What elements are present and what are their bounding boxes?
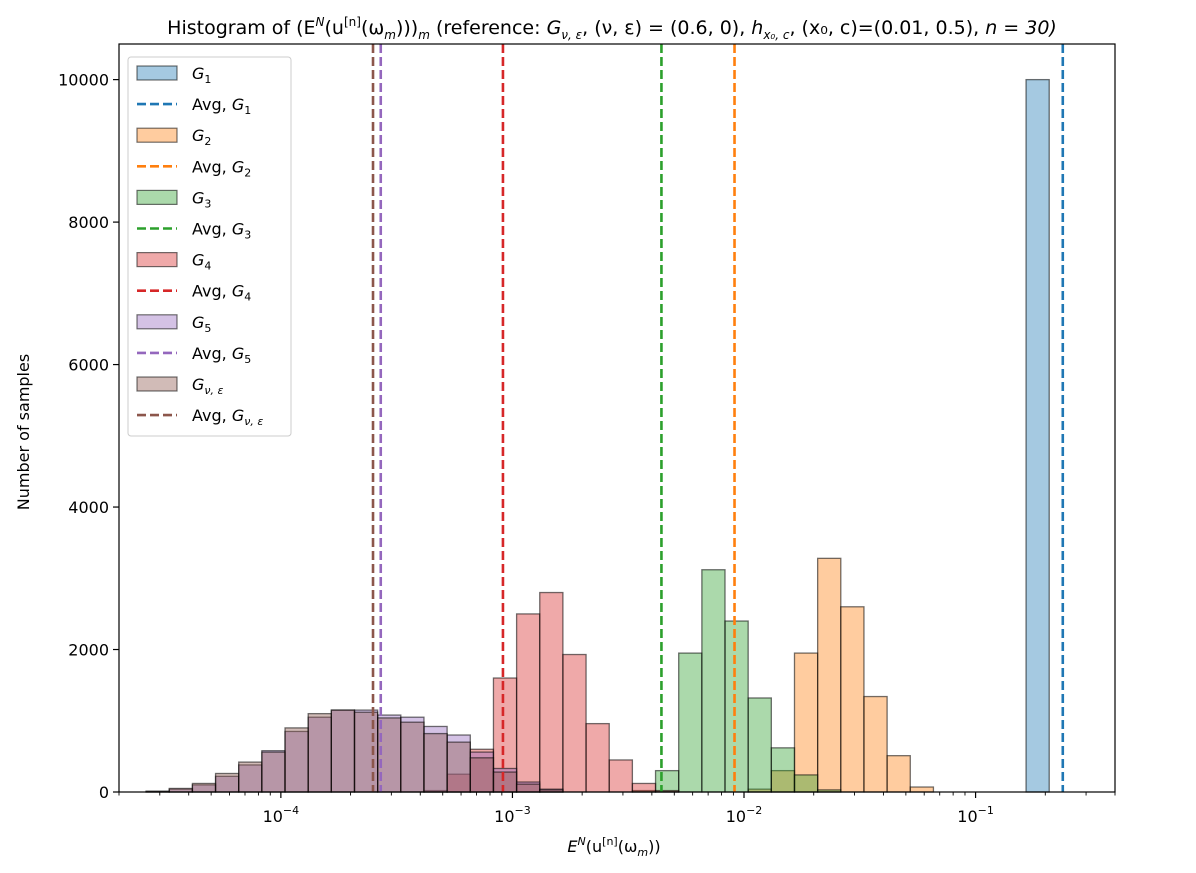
- legend-avg-label-G5: Avg, G5: [192, 344, 251, 366]
- bar-G_{ν,ε}-11: [400, 721, 425, 793]
- bar-G4-17: [539, 591, 564, 793]
- bar-G_{ν,ε}-8: [330, 709, 356, 793]
- bar-G_{ν,ε}-7: [307, 712, 332, 793]
- bar-G2-30: [840, 606, 865, 793]
- bar-G_{ν,ε}-3: [214, 772, 240, 793]
- y-tick-label-2000: 2000: [68, 641, 109, 660]
- histogram-bars: [145, 78, 1050, 793]
- bar-G4-21: [631, 782, 657, 793]
- bar-G_{ν,ε}-4: [238, 761, 263, 793]
- bar-G2-32: [886, 755, 911, 793]
- legend: G1 Avg, G1 G2 Avg, G2 G3 Avg, G3 G4 Avg, G4 G5 Av…: [127, 56, 292, 437]
- bar-G_{ν,ε}-12: [423, 732, 448, 793]
- bar-G2-29: [816, 557, 842, 793]
- bar-G4-20: [608, 759, 634, 793]
- bar-G2-28: [793, 652, 819, 793]
- bar-G2-31: [863, 695, 888, 793]
- axes: 0 2000 4000 6000 8000 10000 10−4 10−3 10−2 10−1: [58, 43, 1116, 826]
- chart-title: Histogram of (EN(u[n](ωm)))m (reference:…: [167, 15, 1057, 42]
- bar-G4-18: [562, 653, 587, 793]
- x-tick-label-−2: 10−2: [726, 804, 763, 826]
- bar-G1-38: [1025, 78, 1050, 793]
- x-axis-label: EN(u[n](ωm)): [567, 835, 660, 859]
- legend-swatch-G1: [136, 65, 178, 81]
- bar-G4-19: [585, 722, 610, 793]
- bar-G_{ν,ε}-15: [492, 771, 518, 793]
- y-tick-label-0: 0: [99, 783, 109, 802]
- bar-G_{ν,ε}-16: [515, 783, 541, 793]
- y-tick-label-10000: 10000: [58, 71, 109, 90]
- x-tick-label-−4: 10−4: [263, 804, 300, 826]
- bar-G3-24: [701, 569, 726, 793]
- legend-label-G_{ν,ε}: Gν, ε: [192, 375, 224, 397]
- y-axis-label: Number of samples: [14, 354, 33, 510]
- x-tick-label-−1: 10−1: [957, 804, 994, 826]
- bar-G3-26: [747, 697, 772, 793]
- x-tick-label-−3: 10−3: [494, 804, 531, 826]
- legend-swatch-G4: [136, 252, 178, 268]
- legend-label-G4: G4: [192, 251, 211, 273]
- legend-label-G1: G1: [192, 64, 211, 86]
- y-tick-label-6000: 6000: [68, 356, 109, 375]
- bar-G3-27: [770, 747, 796, 793]
- bar-G3-23: [678, 652, 703, 793]
- legend-label-G5: G5: [192, 313, 211, 335]
- legend-avg-label-G4: Avg, G4: [192, 282, 251, 304]
- average-lines: [371, 44, 1065, 792]
- legend-label-G3: G3: [192, 188, 211, 210]
- bar-G_{ν,ε}-13: [446, 741, 471, 793]
- legend-swatch-G5: [136, 314, 178, 330]
- y-tick-label-4000: 4000: [68, 498, 109, 517]
- bar-G4-16: [515, 613, 541, 793]
- legend-swatch-G3: [136, 189, 178, 205]
- y-tick-label-8000: 8000: [68, 213, 109, 232]
- plot-frame: [118, 43, 1116, 793]
- legend-avg-label-G2: Avg, G2: [192, 157, 251, 179]
- bar-G3-22: [654, 769, 680, 793]
- legend-avg-label-G1: Avg, G1: [192, 95, 251, 117]
- bar-G_{ν,ε}-2: [191, 782, 217, 793]
- bar-G_{ν,ε}-6: [284, 727, 309, 793]
- legend-label-G2: G2: [192, 126, 211, 148]
- bar-G_{ν,ε}-14: [469, 757, 495, 793]
- legend-avg-label-G3: Avg, G3: [192, 220, 251, 242]
- legend-avg-label-G_{ν,ε}: Avg, Gν, ε: [192, 406, 263, 428]
- bar-G2-33: [909, 786, 935, 793]
- legend-swatch-G_{ν,ε}: [136, 376, 178, 392]
- legend-swatch-G2: [136, 127, 178, 143]
- legend-frame: [127, 56, 292, 437]
- bar-G_{ν,ε}-5: [261, 751, 286, 793]
- bar-G3-25: [724, 620, 749, 793]
- bar-G3-28: [793, 774, 819, 793]
